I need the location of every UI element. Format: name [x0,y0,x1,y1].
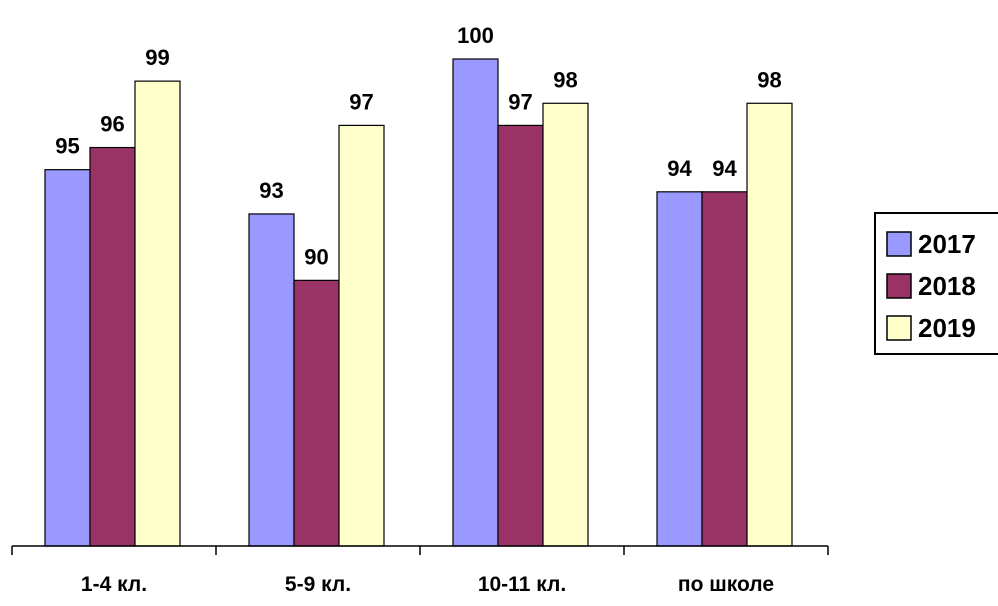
legend-swatch-2018 [886,273,912,299]
legend-label-2018: 2018 [918,271,976,301]
legend: 2017 2018 2019 [874,212,998,355]
data-label-2018-1: 96 [100,112,124,137]
bar-2019-4 [746,102,793,547]
data-label-2017-3: 100 [457,23,494,48]
legend-swatch-2019 [886,315,912,341]
bar-2019-2 [338,124,385,547]
data-label-2017-1: 95 [55,134,79,159]
legend-swatch-2017 [886,231,912,257]
legend-label-2019: 2019 [918,313,976,343]
bar-2017-4 [656,191,703,547]
data-label-2019-3: 98 [553,67,577,92]
bar-2018-3 [497,124,544,547]
data-label-2018-4: 94 [712,156,737,181]
bars-layer [44,58,793,547]
data-label-2018-3: 97 [508,89,532,114]
data-label-2017-4: 94 [667,156,692,181]
bar-2017-1 [44,169,91,547]
bar-2018-4 [701,191,748,547]
data-label-2019-2: 97 [349,89,373,114]
category-label-4: по школе [678,573,774,596]
category-label-2: 5-9 кл. [285,573,351,596]
bar-2018-1 [89,146,136,547]
data-label-2019-1: 99 [145,45,169,70]
data-label-2017-2: 93 [259,178,283,203]
data-labels-layer: 95 96 99 93 90 97 100 97 98 94 94 98 [55,23,781,269]
bar-2019-3 [542,102,589,547]
bar-2018-2 [293,279,340,547]
bar-2017-3 [452,58,499,547]
x-axis: 1-4 кл. 5-9 кл. 10-11 кл. по школе [11,545,829,596]
bar-2017-2 [248,213,295,547]
data-label-2018-2: 90 [304,244,328,269]
data-label-2019-4: 98 [757,67,781,92]
category-label-3: 10-11 кл. [478,573,566,596]
category-label-1: 1-4 кл. [81,573,147,596]
bar-2019-1 [134,80,181,547]
legend-label-2017: 2017 [918,229,976,259]
